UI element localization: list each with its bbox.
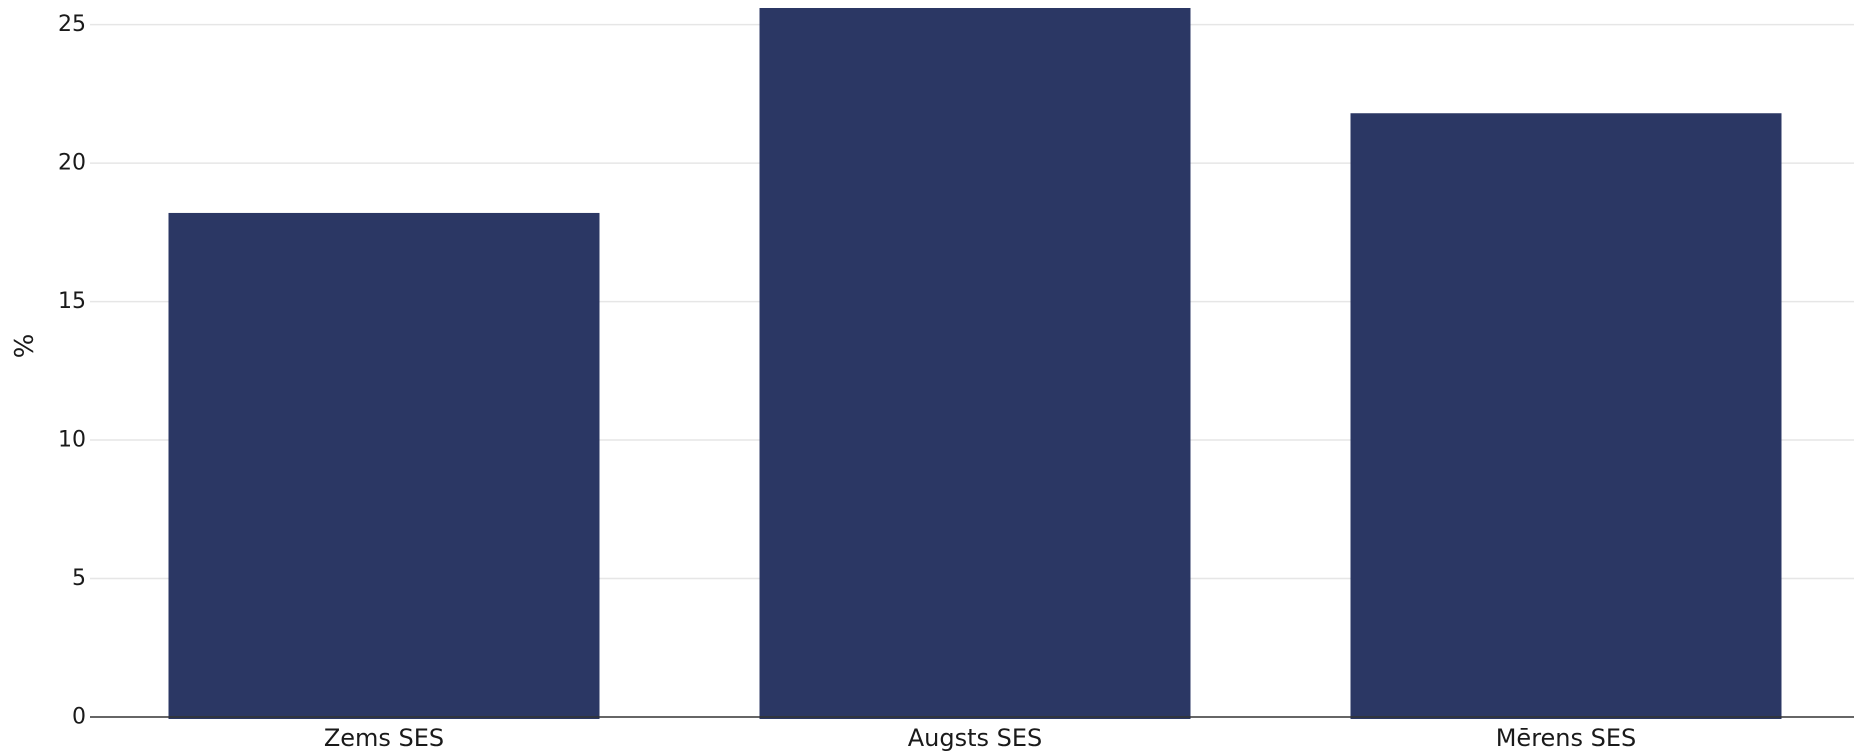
y-tick-label: 0 — [72, 705, 86, 730]
y-tick-label: 25 — [58, 12, 86, 37]
y-tick-label: 20 — [58, 151, 86, 176]
y-axis-ticks: 0 5 10 15 20 25 — [58, 12, 86, 729]
y-tick-label: 10 — [58, 428, 86, 453]
x-axis-labels: Zems SES Augsts SES Mērens SES — [324, 724, 1636, 752]
bars — [168, 8, 1782, 719]
y-tick-label: 5 — [72, 566, 86, 591]
bar — [168, 212, 600, 719]
y-axis-title: % — [7, 334, 37, 359]
bar — [759, 8, 1191, 719]
y-tick-label: 15 — [58, 289, 86, 314]
x-category-label: Zems SES — [324, 724, 444, 752]
x-category-label: Augsts SES — [908, 724, 1043, 752]
x-category-label: Mērens SES — [1496, 724, 1637, 752]
bar — [1350, 113, 1782, 719]
